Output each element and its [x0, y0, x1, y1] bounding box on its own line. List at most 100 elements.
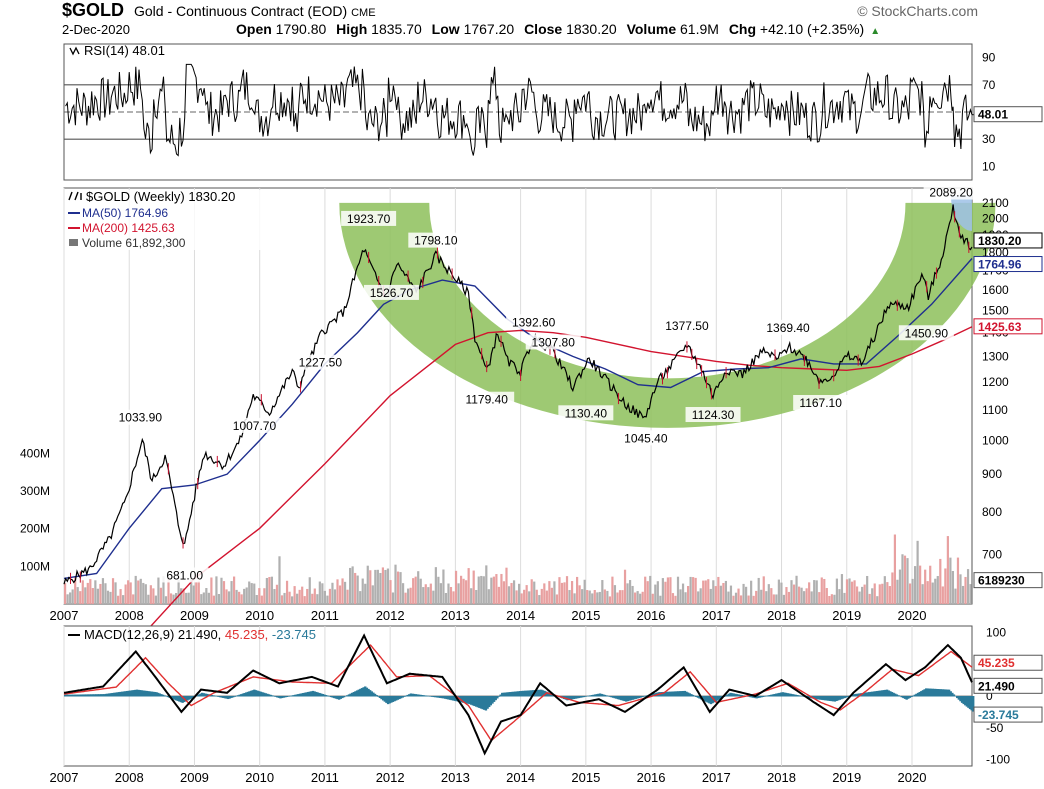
macd-histogram-bar — [757, 696, 760, 699]
macd-histogram-bar — [590, 695, 594, 697]
volume-bar — [886, 582, 889, 604]
volume-bar — [830, 594, 833, 604]
macd-histogram-bar — [86, 694, 90, 697]
macd-histogram-bar — [644, 695, 647, 697]
volume-bar — [343, 581, 347, 604]
macd-histogram-bar — [889, 691, 892, 697]
volume-bar — [739, 595, 743, 604]
macd-histogram-bar — [67, 694, 70, 697]
macd-histogram-bar — [372, 692, 375, 697]
volume-bar — [903, 555, 907, 604]
macd-histogram-bar — [476, 696, 479, 708]
macd-histogram-bar — [584, 696, 587, 697]
macd-histogram-bar — [137, 689, 140, 697]
volume-bar — [785, 587, 788, 604]
macd-histogram-bar — [497, 696, 501, 697]
macd-histogram-bar — [412, 693, 416, 697]
macd-histogram-bar — [926, 688, 930, 697]
macd-histogram-bar — [695, 696, 698, 697]
description-text: Gold - Continuous Contract (EOD) — [134, 3, 348, 19]
macd-histogram-bar — [846, 696, 850, 697]
macd-histogram-bar — [580, 696, 584, 698]
macd-histogram-bar — [406, 694, 409, 697]
macd-x-label: 2015 — [571, 770, 600, 785]
stockcharts-brand[interactable]: © StockCharts.com — [857, 3, 978, 19]
macd-histogram-bar — [763, 696, 766, 697]
macd-histogram-bar — [204, 693, 207, 697]
volume-bar — [946, 536, 949, 604]
volume-bar — [101, 578, 105, 604]
macd-histogram-bar — [740, 695, 744, 697]
volume-bar — [263, 588, 266, 604]
price-annotation: 1798.10 — [414, 234, 458, 248]
macd-histogram-bar — [902, 696, 905, 699]
volume-bar — [893, 534, 897, 604]
macd-histogram-bar — [527, 690, 530, 697]
macd-histogram-bar — [218, 696, 222, 698]
macd-histogram-bar — [365, 687, 369, 697]
volume-bar — [689, 576, 692, 604]
exchange-text: CME — [351, 7, 376, 19]
macd-histogram-bar — [320, 693, 323, 697]
macd-histogram-bar — [778, 692, 781, 697]
macd-histogram-bar — [651, 693, 654, 697]
macd-histogram-bar — [240, 694, 243, 697]
annotation-bg — [341, 210, 397, 226]
volume-bar — [417, 571, 420, 604]
volume-bar — [775, 594, 778, 604]
macd-histogram-bar — [760, 696, 763, 698]
price-tick-label: 800 — [982, 505, 1002, 519]
volume-bar — [177, 579, 180, 604]
macd-histogram-bar — [820, 696, 824, 700]
macd-histogram-bar — [279, 696, 282, 699]
macd-x-label: 2016 — [637, 770, 666, 785]
volume-bar — [298, 589, 301, 604]
macd-histogram-bar — [620, 696, 623, 701]
volume-bar — [644, 576, 647, 604]
high-label: High — [336, 21, 368, 37]
volume-bar — [94, 580, 97, 604]
volume-bar — [369, 570, 372, 604]
macd-histogram-bar — [468, 696, 471, 705]
macd-histogram-bar — [773, 693, 776, 697]
macd-histogram-bar — [716, 696, 719, 701]
volume-bar — [202, 592, 205, 604]
macd-histogram-bar — [775, 693, 778, 697]
macd-histogram-bar — [970, 696, 973, 711]
macd-histogram-bar — [908, 696, 912, 698]
macd-histogram-bar — [328, 696, 331, 697]
volume-bar — [79, 591, 82, 604]
macd-histogram-bar — [142, 690, 145, 697]
volume-bar — [659, 595, 662, 604]
macd-histogram-bar — [427, 695, 431, 697]
annotation-bg — [292, 354, 348, 370]
volume-bar — [820, 577, 823, 604]
macd-histogram-bar — [373, 693, 377, 697]
volume-bar — [734, 592, 738, 604]
volume-bar — [172, 594, 175, 604]
volume-bar — [349, 567, 352, 604]
volume-bar — [901, 554, 904, 604]
macd-histogram-bar — [178, 696, 181, 702]
volume-bar — [813, 580, 816, 604]
macd-histogram-bar — [890, 692, 894, 697]
macd-histogram-bar — [911, 695, 915, 697]
macd-histogram-bar — [331, 696, 334, 698]
macd-histogram-bar — [385, 696, 388, 703]
volume-bar — [162, 576, 165, 604]
macd-histogram-bar — [907, 696, 910, 699]
volume-bar — [255, 595, 258, 604]
macd-histogram-bar — [81, 694, 85, 697]
macd-histogram-bar — [199, 693, 202, 697]
volume-bar — [651, 593, 654, 604]
volume-bar — [207, 592, 210, 604]
macd-histogram-bar — [680, 691, 683, 697]
volume-bar — [323, 590, 326, 604]
macd-histogram-bar — [915, 693, 918, 697]
volume-bar — [180, 588, 183, 604]
volume-bar — [354, 572, 357, 604]
macd-histogram-bar — [108, 693, 111, 697]
macd-histogram-bar — [295, 694, 298, 697]
macd-histogram-bar — [727, 693, 731, 697]
macd-histogram-bar — [783, 692, 786, 697]
